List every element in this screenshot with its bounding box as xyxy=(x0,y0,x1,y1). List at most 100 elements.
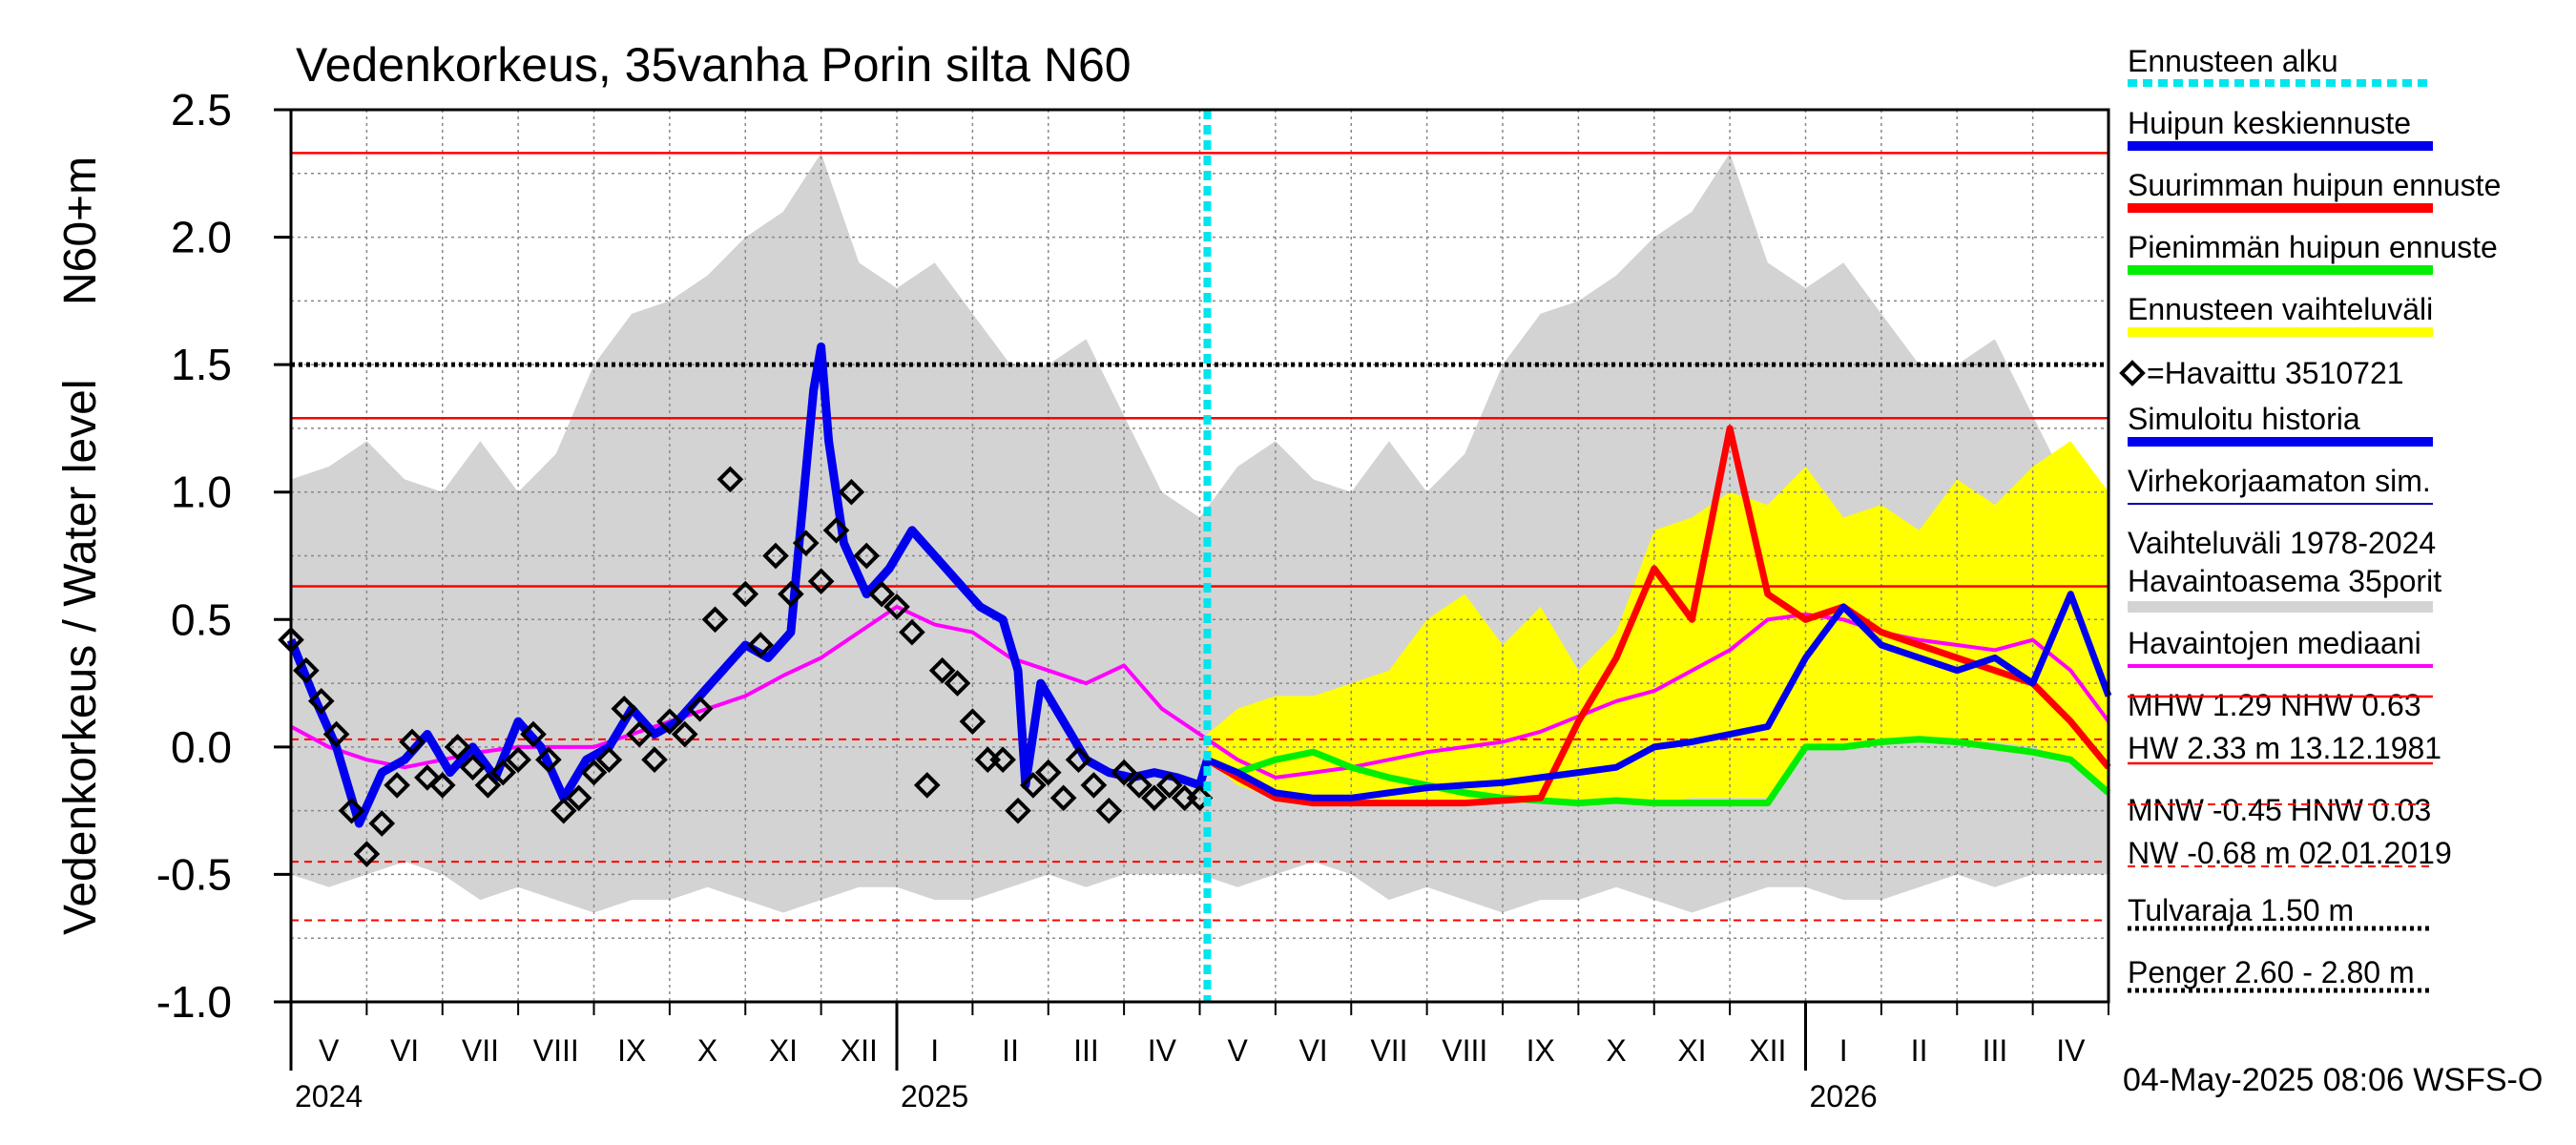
observed-point xyxy=(913,772,941,799)
observed-point xyxy=(384,772,410,799)
observed-point xyxy=(1005,797,1031,824)
observed-point xyxy=(580,759,608,786)
observed-point xyxy=(868,580,895,608)
observed-point xyxy=(792,530,820,556)
observed-point xyxy=(1186,784,1214,812)
x-year-label: 2025 xyxy=(901,1079,968,1114)
observed-point xyxy=(550,797,577,824)
x-month-label: VII xyxy=(462,1033,499,1068)
x-month-label: IV xyxy=(2056,1033,2086,1068)
x-month-label: I xyxy=(930,1033,939,1068)
observed-point xyxy=(762,542,789,570)
footer-timestamp: 04-May-2025 08:06 WSFS-O xyxy=(2123,1062,2543,1098)
observed-point xyxy=(444,734,471,760)
x-month-label: IX xyxy=(1527,1033,1555,1068)
y-axis-label-unit: N60+m xyxy=(55,156,106,305)
observed-point xyxy=(520,720,547,748)
x-year-label: 2024 xyxy=(295,1079,363,1114)
y-tick-label: 1.5 xyxy=(171,340,232,389)
x-month-label: XI xyxy=(1677,1033,1706,1068)
observed-point xyxy=(1155,772,1183,799)
observed-point xyxy=(671,720,698,748)
x-month-label: X xyxy=(697,1033,717,1068)
median-line xyxy=(290,604,2110,780)
observed-point xyxy=(611,695,638,722)
y-tick-label: -0.5 xyxy=(156,849,232,899)
x-month-label: VII xyxy=(1370,1033,1407,1068)
x-month-label: IX xyxy=(617,1033,646,1068)
observed-point xyxy=(899,618,925,646)
y-tick-label: 2.0 xyxy=(171,213,232,262)
observed-point xyxy=(1020,772,1047,799)
legend-label: Ennusteen alku xyxy=(2128,44,2338,78)
stats-tulvaraja: Tulvaraja 1.50 m xyxy=(2128,893,2354,927)
observed-point xyxy=(489,759,517,786)
observed-point xyxy=(641,746,668,774)
observed-point xyxy=(1141,784,1168,812)
observed-point xyxy=(322,720,350,748)
observed-point xyxy=(1065,746,1092,774)
max-peak-forecast-line xyxy=(1205,425,2111,807)
observed-point xyxy=(565,784,592,812)
observed-point xyxy=(293,656,320,684)
x-month-label: IV xyxy=(1148,1033,1177,1068)
simulated-history-line xyxy=(286,342,1212,828)
forecast-range-band xyxy=(1207,441,2109,803)
x-month-label: V xyxy=(1228,1033,1249,1068)
stats-hw: HW 2.33 m 13.12.1981 xyxy=(2128,731,2441,765)
stats-nw: NW -0.68 m 02.01.2019 xyxy=(2128,836,2452,870)
x-month-label: VIII xyxy=(533,1033,579,1068)
y-tick-label: 2.5 xyxy=(171,85,232,135)
x-month-label: III xyxy=(1983,1033,2008,1068)
observed-point xyxy=(368,810,396,837)
legend-observed-marker xyxy=(2119,360,2146,386)
x-month-label: VIII xyxy=(1442,1033,1487,1068)
y-tick-label: 1.0 xyxy=(171,468,232,517)
observed-point xyxy=(656,708,683,735)
legend-label: Havaintojen mediaani xyxy=(2128,626,2421,660)
x-month-label: XII xyxy=(1749,1033,1786,1068)
observed-point xyxy=(838,478,865,506)
legend-label: Pienimmän huipun ennuste xyxy=(2128,230,2498,264)
observed-point xyxy=(778,580,804,608)
observed-point xyxy=(338,797,365,824)
legend: Ennusteen alku Huipun keskiennuste Suurimm… xyxy=(2119,44,2501,993)
legend-label: Ennusteen vaihteluväli xyxy=(2128,292,2433,326)
observed-point xyxy=(989,746,1016,774)
plot-area xyxy=(278,110,2112,1002)
x-month-label: XI xyxy=(769,1033,798,1068)
observed-point xyxy=(1111,759,1137,786)
x-month-label: VI xyxy=(390,1033,419,1068)
legend-label: Virhekorjaamaton sim. xyxy=(2128,464,2431,498)
observed-point xyxy=(1095,797,1123,824)
x-month-label: V xyxy=(319,1033,340,1068)
observed-point xyxy=(959,708,987,735)
observed-point xyxy=(353,841,381,867)
chart-title: Vedenkorkeus, 35vanha Porin silta N60 xyxy=(296,38,1132,92)
x-year-label: 2026 xyxy=(1810,1079,1878,1114)
observed-point xyxy=(1049,784,1077,812)
observed-point xyxy=(474,772,502,799)
x-month-label: VI xyxy=(1298,1033,1327,1068)
observed-point xyxy=(307,687,335,715)
x-month-label: X xyxy=(1606,1033,1626,1068)
legend-label: Suurimman huipun ennuste xyxy=(2128,168,2501,202)
y-tick-label: 0.0 xyxy=(171,722,232,772)
observed-point xyxy=(944,670,971,697)
x-month-label: I xyxy=(1839,1033,1848,1068)
x-month-label: III xyxy=(1073,1033,1099,1068)
observed-point xyxy=(747,632,774,658)
x-month-label: XII xyxy=(841,1033,878,1068)
legend-label: Huipun keskiennuste xyxy=(2128,106,2411,140)
observed-point xyxy=(807,568,835,595)
min-peak-forecast-line xyxy=(1206,736,2111,807)
stats-mhw-nhw: MHW 1.29 NHW 0.63 xyxy=(2128,688,2421,722)
observed-point xyxy=(701,606,729,634)
observed-point xyxy=(459,754,487,781)
observed-point xyxy=(732,580,759,608)
x-month-label: II xyxy=(1002,1033,1019,1068)
observed-point xyxy=(414,764,441,791)
legend-label: Vaihteluväli 1978-2024 xyxy=(2128,526,2436,560)
stats-penger: Penger 2.60 - 2.80 m xyxy=(2128,955,2415,989)
